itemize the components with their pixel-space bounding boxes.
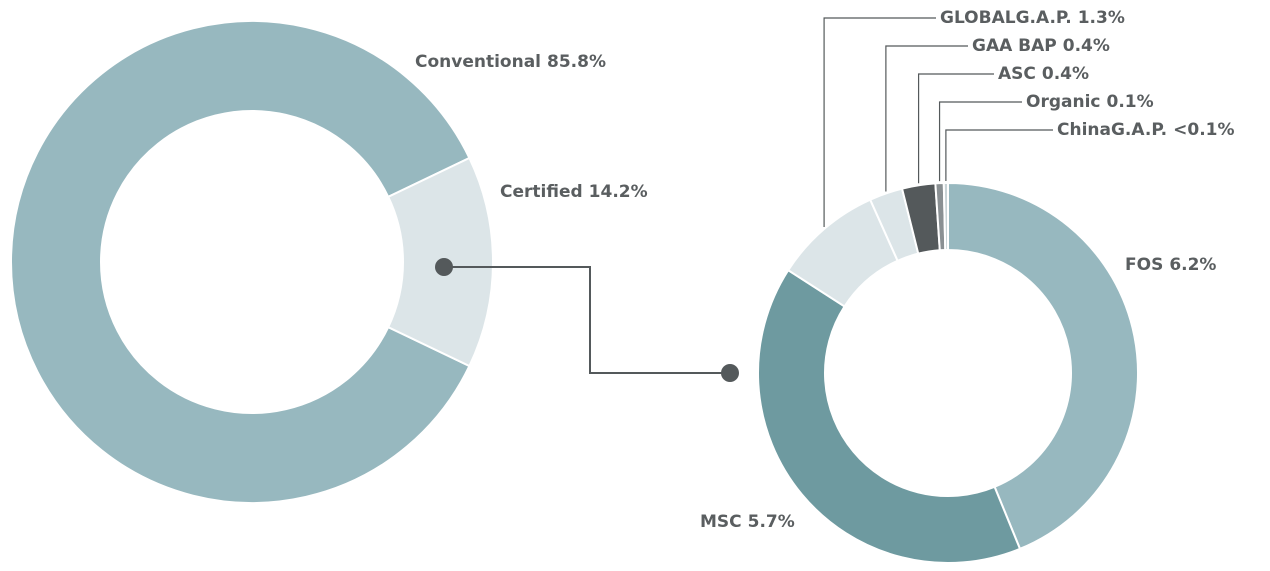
segment-label: FOS 6.2% — [1125, 255, 1216, 275]
connector-dot — [721, 364, 739, 382]
segment-label: GAA BAP 0.4% — [972, 36, 1110, 56]
segment-label: Organic 0.1% — [1026, 92, 1154, 112]
category-label: MSC — [700, 512, 742, 532]
segment-label: MSC 5.7% — [700, 512, 795, 532]
connector-dot — [435, 258, 453, 276]
category-label: Conventional — [415, 52, 541, 72]
category-label: GAA BAP — [972, 36, 1057, 56]
segment-label: ASC 0.4% — [998, 64, 1089, 84]
donut-segment — [947, 181, 1139, 551]
leader-line — [885, 45, 968, 192]
value-label: <0.1% — [1173, 120, 1234, 140]
value-label: 85.8% — [547, 52, 606, 72]
category-label: ASC — [998, 64, 1036, 84]
leader-line — [917, 73, 994, 184]
donut-segment — [757, 268, 1022, 564]
segment-label: ChinaG.A.P. <0.1% — [1057, 120, 1235, 140]
category-label: GLOBALG.A.P. — [940, 8, 1072, 28]
value-label: 0.1% — [1106, 92, 1153, 112]
value-label: 1.3% — [1078, 8, 1125, 28]
donut-segment — [942, 181, 949, 252]
category-label: Certified — [500, 182, 583, 202]
category-label: FOS — [1125, 255, 1163, 275]
value-label: 6.2% — [1169, 255, 1216, 275]
category-label: Organic — [1026, 92, 1100, 112]
leader-line — [945, 129, 1053, 182]
leader-line — [823, 17, 936, 227]
segment-label: Certified 14.2% — [500, 182, 648, 202]
segment-label: GLOBALG.A.P. 1.3% — [940, 8, 1125, 28]
segment-label: Conventional 85.8% — [415, 52, 606, 72]
donut-segment — [10, 20, 471, 504]
value-label: 0.4% — [1042, 64, 1089, 84]
value-label: 0.4% — [1063, 36, 1110, 56]
connector — [444, 266, 730, 374]
value-label: 5.7% — [748, 512, 795, 532]
category-label: ChinaG.A.P. — [1057, 120, 1167, 140]
leader-line — [938, 101, 1022, 182]
value-label: 14.2% — [589, 182, 648, 202]
